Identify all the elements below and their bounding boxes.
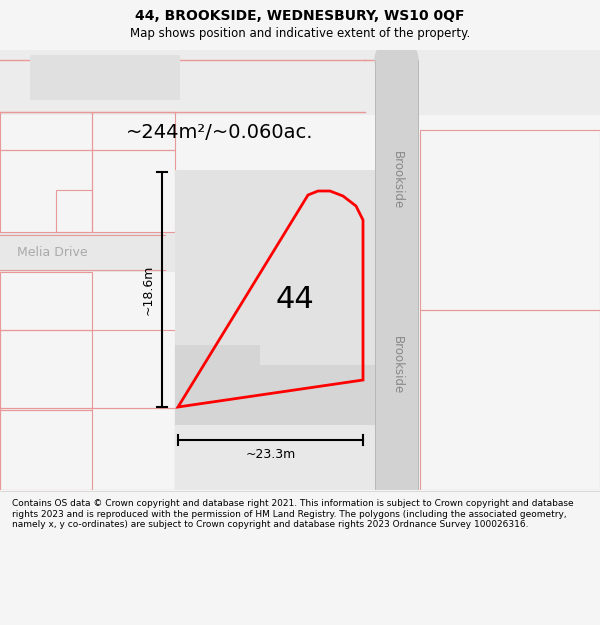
Bar bbox=[420, 310, 600, 490]
Circle shape bbox=[375, 39, 418, 81]
Bar bbox=[0, 232, 175, 272]
Text: Melia Drive: Melia Drive bbox=[17, 246, 88, 259]
Bar bbox=[240, 425, 330, 460]
Bar bbox=[0, 410, 92, 490]
Bar bbox=[0, 112, 92, 150]
Text: Brookside: Brookside bbox=[391, 151, 404, 209]
Bar bbox=[0, 272, 92, 330]
Text: Brookside: Brookside bbox=[391, 336, 404, 394]
Text: 44, BROOKSIDE, WEDNESBURY, WS10 0QF: 44, BROOKSIDE, WEDNESBURY, WS10 0QF bbox=[135, 9, 465, 23]
Bar bbox=[0, 408, 175, 490]
Text: 44: 44 bbox=[275, 286, 314, 314]
Bar bbox=[92, 150, 175, 232]
Bar bbox=[56, 190, 92, 232]
Bar bbox=[175, 425, 375, 490]
Bar bbox=[0, 330, 175, 408]
Text: ~244m²/~0.060ac.: ~244m²/~0.060ac. bbox=[126, 122, 314, 141]
Bar bbox=[0, 50, 600, 115]
Text: Contains OS data © Crown copyright and database right 2021. This information is : Contains OS data © Crown copyright and d… bbox=[12, 499, 574, 529]
Bar bbox=[420, 130, 600, 310]
Bar bbox=[260, 365, 375, 425]
Bar bbox=[175, 170, 375, 425]
Bar bbox=[92, 112, 175, 150]
Bar bbox=[175, 345, 260, 425]
Text: ~18.6m: ~18.6m bbox=[142, 264, 155, 315]
Text: Map shows position and indicative extent of the property.: Map shows position and indicative extent… bbox=[130, 27, 470, 40]
Text: ~23.3m: ~23.3m bbox=[245, 448, 296, 461]
Bar bbox=[30, 55, 180, 100]
Bar bbox=[375, 60, 418, 490]
Bar bbox=[0, 330, 92, 410]
Bar bbox=[0, 150, 92, 232]
